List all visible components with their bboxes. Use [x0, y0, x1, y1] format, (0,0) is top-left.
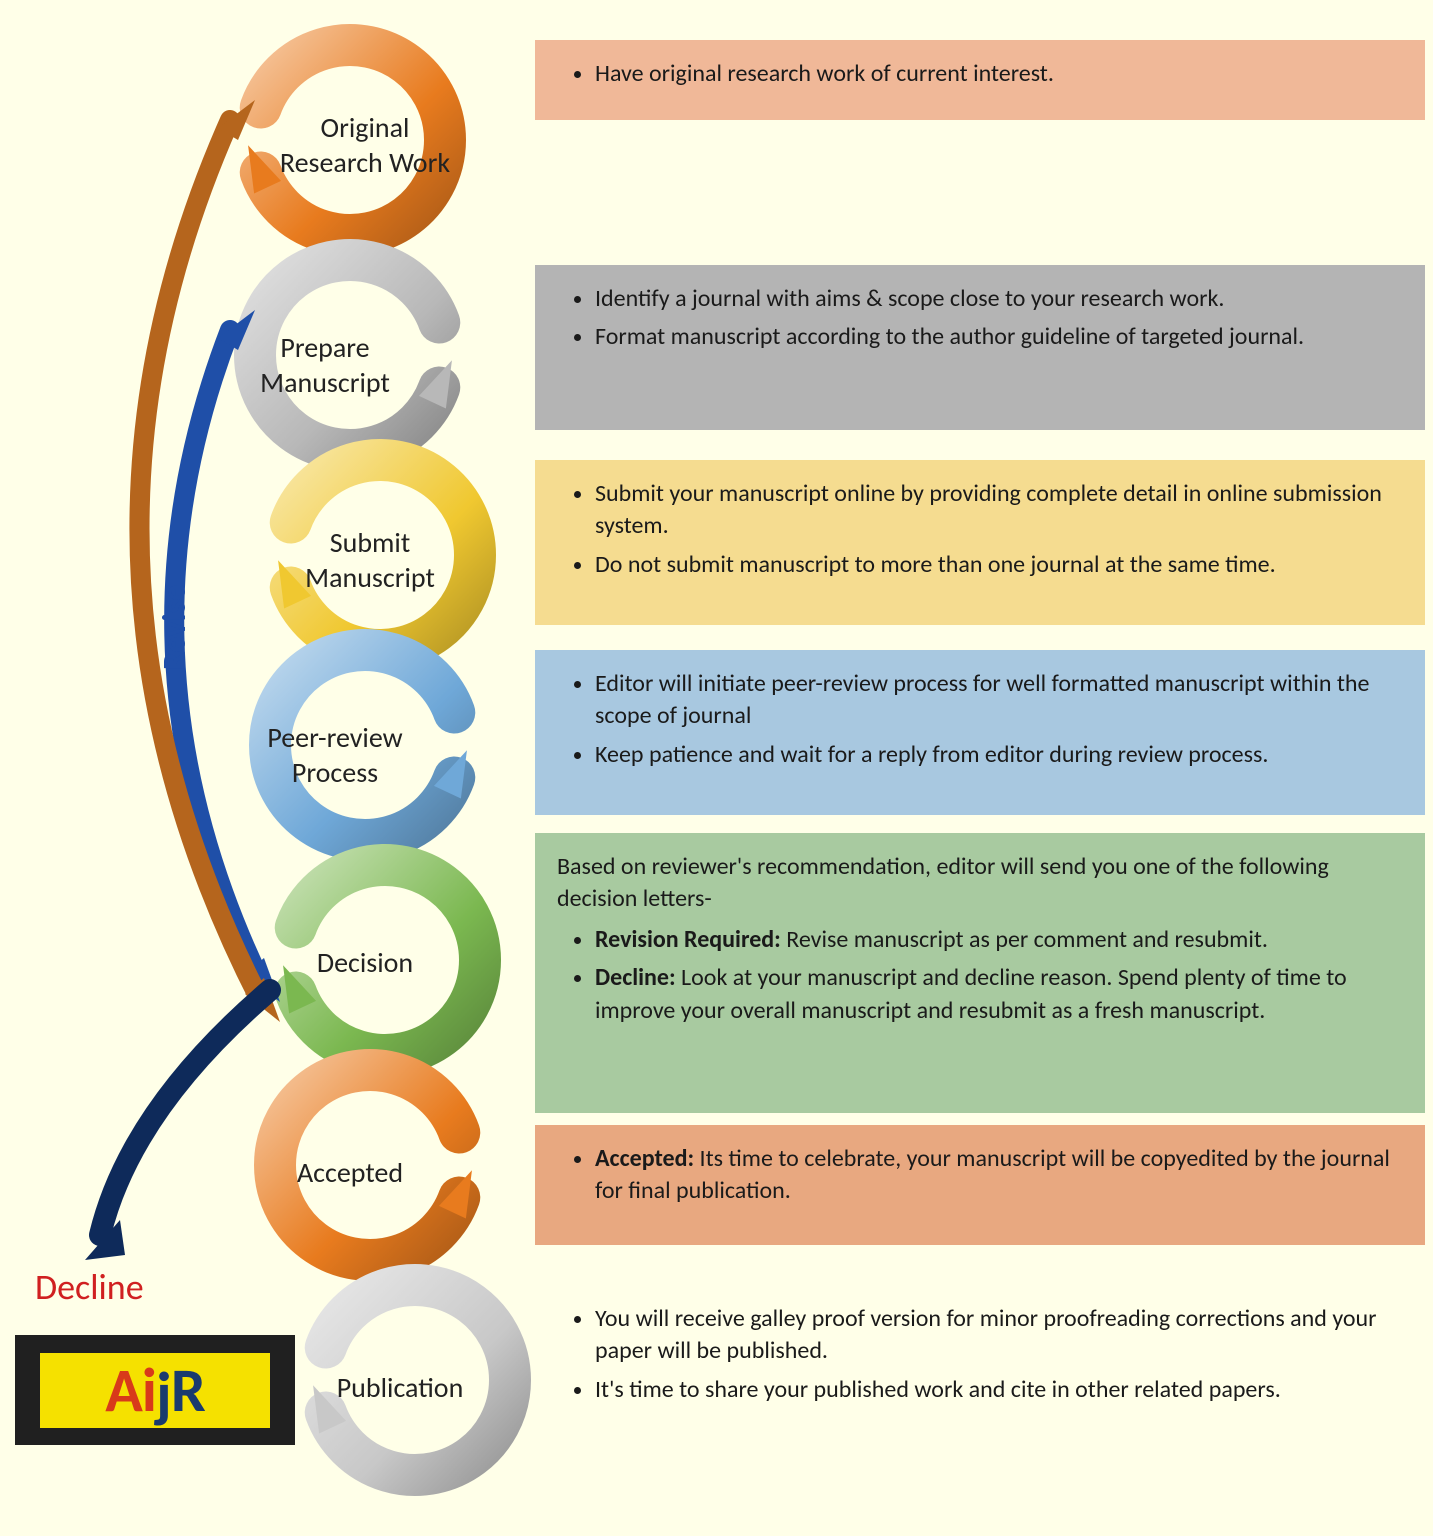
step-label-5: Accepted — [260, 1155, 440, 1190]
info-item-6-0: You will receive galley proof version fo… — [595, 1303, 1401, 1368]
info-item-3-1: Keep patience and wait for a reply from … — [595, 739, 1401, 771]
info-item-4-0: Revision Required: Revise manuscript as … — [595, 924, 1401, 956]
step-label-3: Peer-reviewProcess — [245, 720, 425, 790]
decline-branch-arrow — [100, 990, 270, 1235]
info-item-2-0: Submit your manuscript online by providi… — [595, 478, 1401, 543]
info-item-6-1: It's time to share your published work a… — [595, 1374, 1401, 1406]
aijr-logo: AijR — [15, 1335, 295, 1445]
info-item-1-0: Identify a journal with aims & scope clo… — [595, 283, 1401, 315]
ring-arrowhead-3 — [434, 750, 467, 798]
info-box-4: Based on reviewer's recommendation, edit… — [535, 833, 1425, 1113]
revise-label: Revise — [155, 585, 194, 670]
info-item-3-0: Editor will initiate peer-review process… — [595, 668, 1401, 733]
ring-arrowhead-1 — [419, 360, 452, 408]
decline-label: Decline — [35, 1265, 144, 1309]
aijr-logo-inner: AijR — [40, 1353, 270, 1428]
info-item-2-1: Do not submit manuscript to more than on… — [595, 549, 1401, 581]
step-label-0: OriginalResearch Work — [275, 110, 455, 180]
info-intro-4: Based on reviewer's recommendation, edit… — [557, 851, 1401, 916]
ring-arrowhead-5 — [439, 1170, 472, 1218]
info-item-1-1: Format manuscript according to the autho… — [595, 321, 1401, 353]
step-label-2: SubmitManuscript — [280, 525, 460, 595]
info-item-4-1: Decline: Look at your manuscript and dec… — [595, 962, 1401, 1027]
info-item-5-0: Accepted: Its time to celebrate, your ma… — [595, 1143, 1401, 1208]
info-box-6: You will receive galley proof version fo… — [535, 1285, 1425, 1485]
info-box-3: Editor will initiate peer-review process… — [535, 650, 1425, 815]
info-item-0-0: Have original research work of current i… — [595, 58, 1401, 90]
decline-arrow — [139, 120, 260, 1000]
info-box-2: Submit your manuscript online by providi… — [535, 460, 1425, 625]
info-box-5: Accepted: Its time to celebrate, your ma… — [535, 1125, 1425, 1245]
step-label-4: Decision — [275, 945, 455, 980]
step-label-6: Publication — [310, 1370, 490, 1405]
info-box-1: Identify a journal with aims & scope clo… — [535, 265, 1425, 430]
step-label-1: PrepareManuscript — [235, 330, 415, 400]
info-box-0: Have original research work of current i… — [535, 40, 1425, 120]
